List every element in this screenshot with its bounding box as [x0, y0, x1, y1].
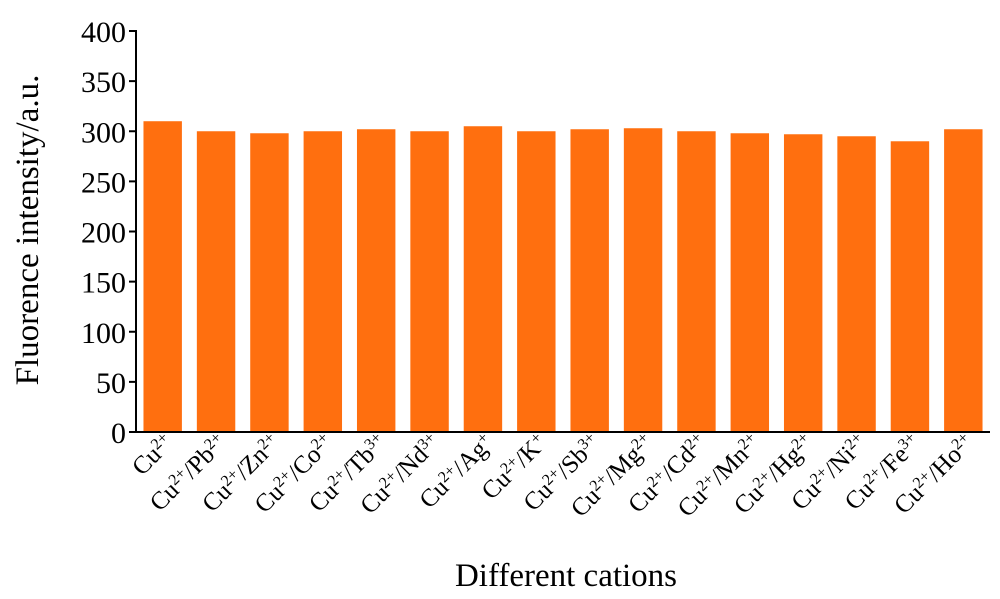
x-axis-label: Different cations	[455, 558, 677, 594]
bar-7	[517, 131, 556, 432]
bar-1	[196, 131, 236, 432]
y-tick-label: 250	[81, 166, 126, 199]
bar-11	[730, 133, 770, 432]
bar-12	[783, 134, 823, 432]
bar-6	[463, 126, 503, 433]
bar-8	[570, 129, 609, 432]
y-tick-label: 0	[111, 417, 126, 450]
y-tick-label: 350	[81, 66, 126, 99]
y-tick-label: 300	[81, 116, 126, 149]
bar-14	[890, 141, 930, 432]
y-tick-label: 100	[81, 317, 126, 350]
bar-2	[250, 133, 289, 432]
y-axis-label: Fluorence intensity/a.u.	[10, 75, 46, 386]
bar-9	[623, 128, 663, 432]
y-tick-label: 400	[81, 16, 126, 49]
bars-group	[143, 121, 983, 433]
bar-4	[356, 129, 396, 432]
bar-10	[677, 131, 716, 432]
bar-0	[143, 121, 182, 432]
bar-3	[303, 131, 343, 432]
y-tick-label: 150	[81, 267, 126, 300]
bar-5	[410, 131, 449, 432]
bar-15	[944, 129, 983, 432]
y-tick-label: 200	[81, 217, 126, 250]
y-tick-label: 50	[96, 367, 126, 400]
y-axis: 0 50 100 150 200 250 300 350 400	[81, 16, 137, 450]
x-tick-labels: Cu2+Cu2+/Pb2+Cu2+/Zn2+Cu2+/Co2+Cu2+/Tb3+…	[127, 429, 972, 523]
bar-13	[837, 136, 876, 432]
